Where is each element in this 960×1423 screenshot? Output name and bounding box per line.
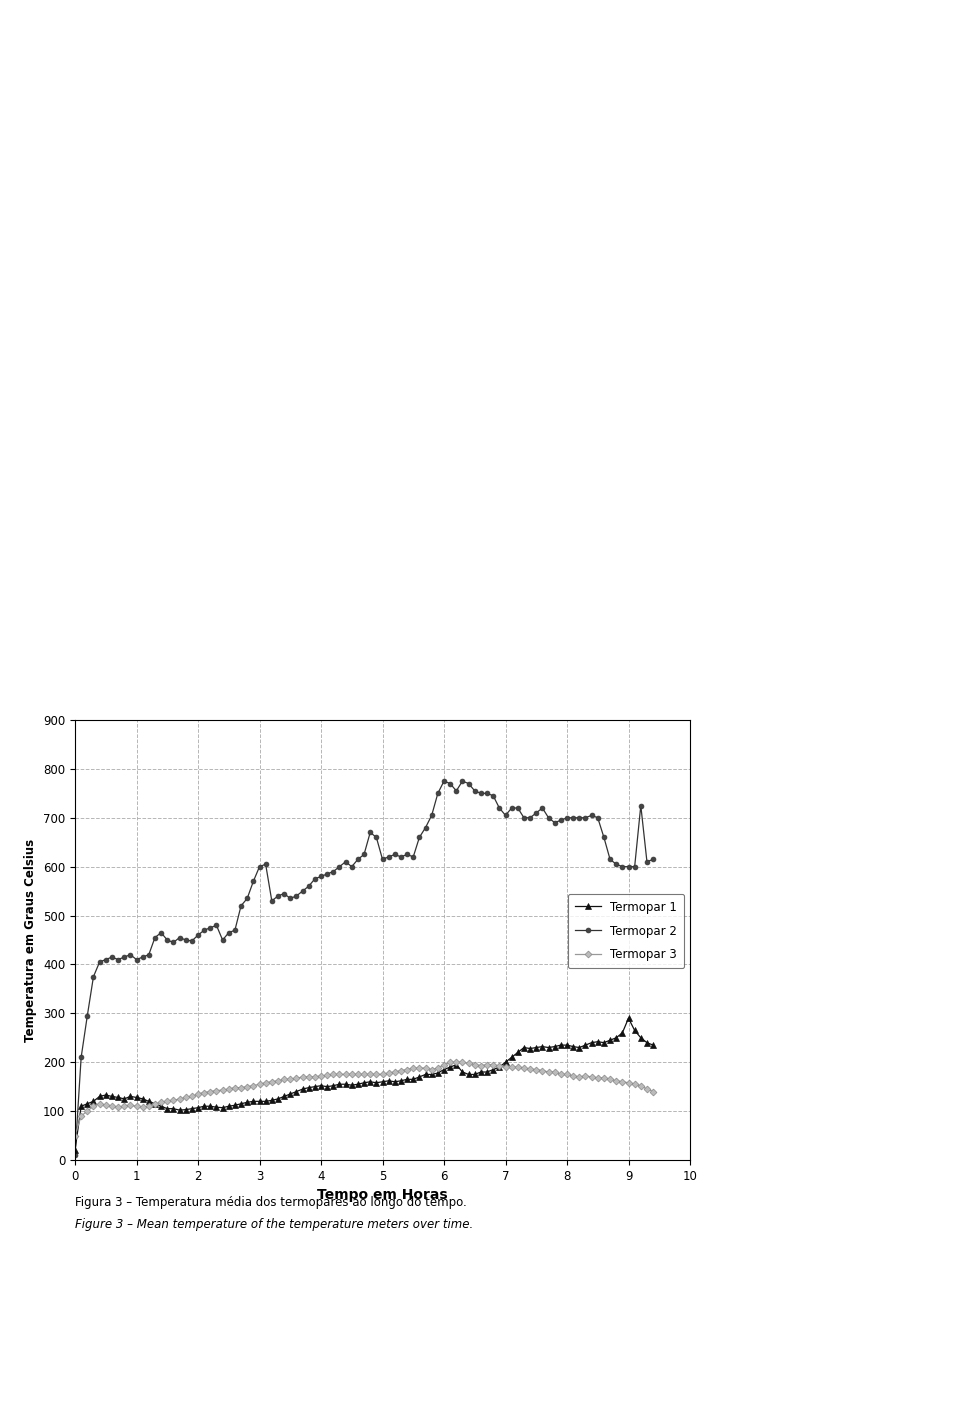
Termopar 3 — [444, 1053, 456, 1070]
Termopar 1 — [647, 1036, 659, 1053]
Termopar 1 — [174, 1101, 185, 1118]
Text: Figure 3 – Mean temperature of the temperature meters over time.: Figure 3 – Mean temperature of the tempe… — [75, 1218, 473, 1231]
Termopar 3 — [481, 1056, 492, 1073]
Termopar 1 — [623, 1010, 635, 1027]
Termopar 3 — [174, 1090, 185, 1107]
Termopar 1 — [463, 1066, 474, 1083]
Termopar 3 — [500, 1059, 512, 1076]
Termopar 3 — [647, 1083, 659, 1100]
Legend: Termopar 1, Termopar 2, Termopar 3: Termopar 1, Termopar 2, Termopar 3 — [567, 894, 684, 969]
Termopar 2 — [69, 1147, 81, 1164]
Termopar 1 — [493, 1059, 505, 1076]
Termopar 2 — [647, 851, 659, 868]
Termopar 2 — [174, 929, 185, 946]
Termopar 1 — [69, 1141, 81, 1158]
Termopar 2 — [94, 953, 106, 970]
Termopar 1 — [475, 1063, 487, 1080]
Line: Termopar 1: Termopar 1 — [72, 1016, 656, 1153]
Termopar 3 — [69, 1127, 81, 1144]
Line: Termopar 2: Termopar 2 — [73, 778, 656, 1157]
Termopar 3 — [506, 1059, 517, 1076]
Termopar 2 — [500, 807, 512, 824]
Termopar 1 — [94, 1089, 106, 1106]
Termopar 2 — [506, 800, 517, 817]
Termopar 2 — [438, 773, 449, 790]
Termopar 2 — [469, 783, 481, 800]
Termopar 2 — [481, 785, 492, 803]
Termopar 3 — [469, 1056, 481, 1073]
Termopar 3 — [94, 1096, 106, 1113]
Termopar 1 — [500, 1053, 512, 1070]
Text: Figura 3 – Temperatura média dos termopares ao longo do tempo.: Figura 3 – Temperatura média dos termopa… — [75, 1195, 467, 1208]
Line: Termopar 3: Termopar 3 — [73, 1060, 656, 1138]
Y-axis label: Temperatura em Graus Celsius: Temperatura em Graus Celsius — [24, 838, 37, 1042]
X-axis label: Tempo em Horas: Tempo em Horas — [317, 1188, 447, 1202]
